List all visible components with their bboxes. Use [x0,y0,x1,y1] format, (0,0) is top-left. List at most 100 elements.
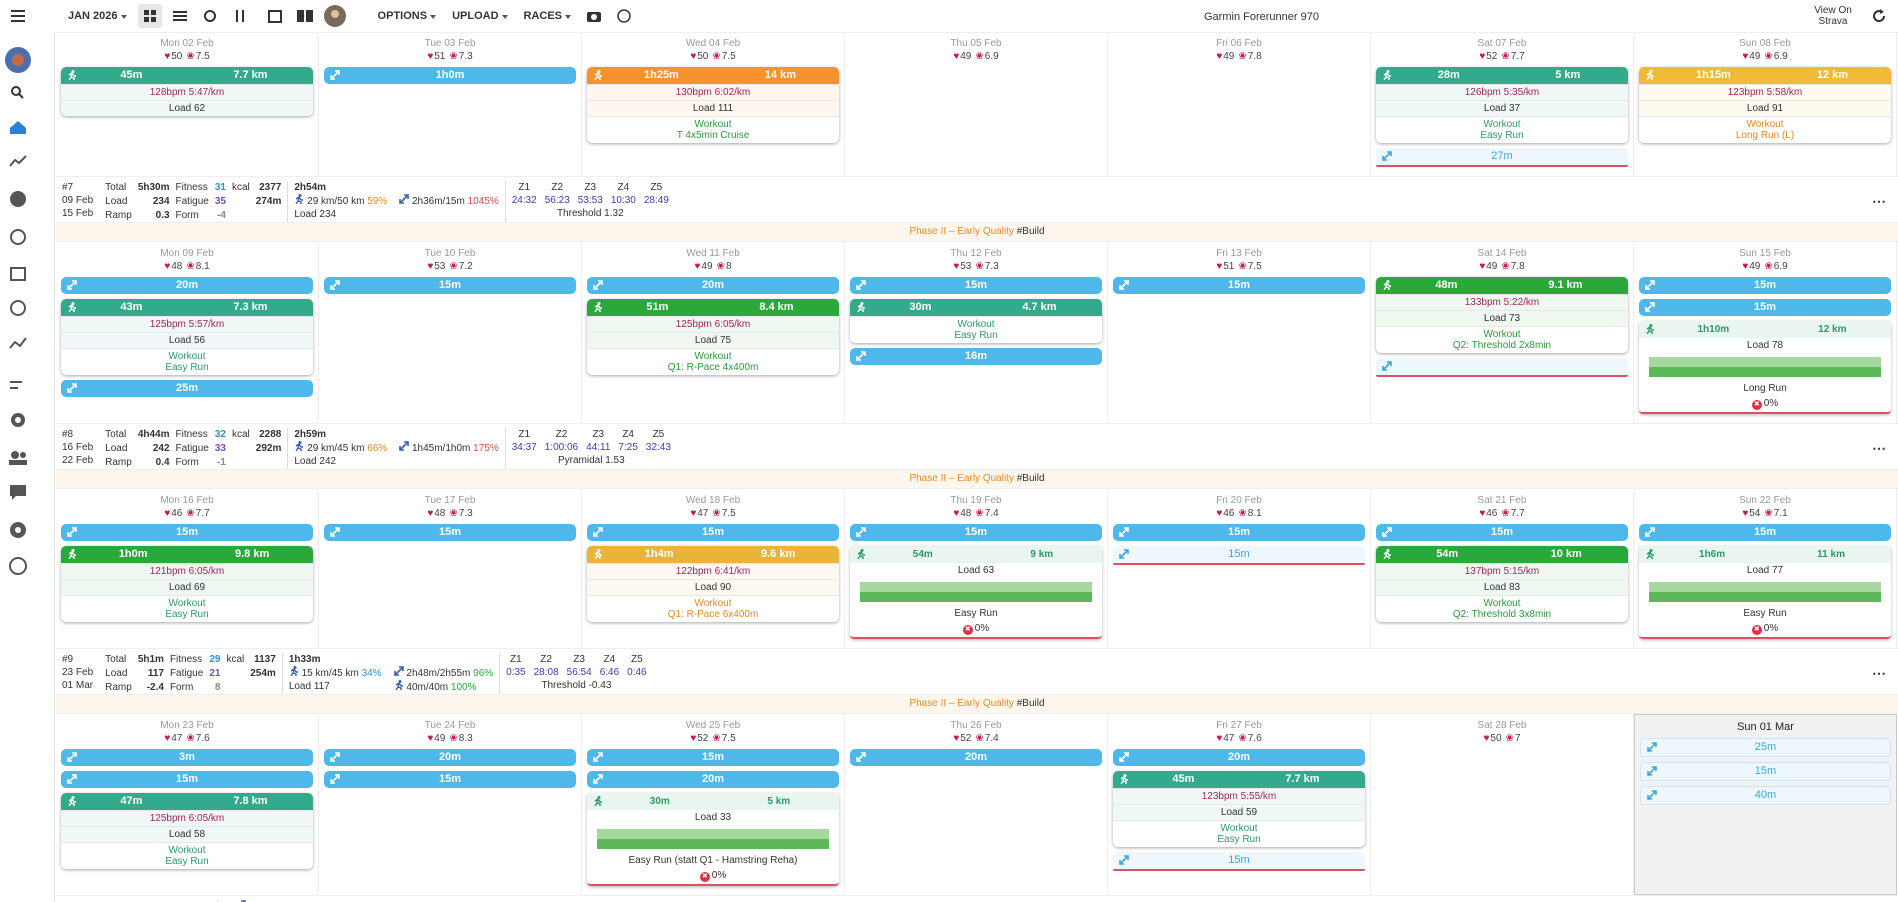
planned-activity[interactable]: 27m [1376,148,1628,167]
planned-activity[interactable]: 15m [1113,546,1365,565]
activity-bar[interactable]: 20m [324,749,576,766]
notes[interactable] [293,4,317,28]
run-card[interactable]: 1h15m 12 km 123bpm 5:58/km Load 91 Workout Lo… [1639,67,1891,143]
planned-activity[interactable]: 25m [1640,738,1891,757]
run-card[interactable]: 1h0m 9.8 km 121bpm 6:05/km Load 69 Workout Ea… [61,546,313,622]
run-card[interactable]: 1h4m 9.6 km 122bpm 6:41/km Load 90 Workout Q1… [587,546,839,622]
activity-bar[interactable]: 15m [1113,277,1365,294]
day-cell[interactable]: Fri 20 Feb 468.1 15m 15m [1108,489,1371,648]
duration: 1h6m [1699,549,1726,560]
activity-bar[interactable]: 3m [61,749,313,766]
day-cell[interactable]: Sun 01 Mar 25m 15m 40m [1634,714,1897,895]
day-cell[interactable]: Mon 23 Feb 477.6 3m 15m 47m 7.8 km 125bpm 6:05… [56,714,319,895]
planned-card[interactable]: 54m 9 km Load 63 Easy Run 0% [850,546,1102,639]
day-cell[interactable]: Sat 21 Feb 467.7 15m 54m 10 km 137bpm 5:15/km… [1371,489,1634,648]
run-card[interactable]: 43m 7.3 km 125bpm 5:57/km Load 56 Workout Eas… [61,299,313,375]
month-picker[interactable]: JAN 2026 [68,10,127,22]
day-cell[interactable]: Sun 22 Feb 547.1 15m 1h6m 11 km Load 77 Easy R… [1634,489,1897,648]
avatar[interactable] [323,4,347,28]
run-card[interactable]: 45m 7.7 km 128bpm 5:47/km Load 62 [61,67,313,116]
day-cell[interactable]: Sun 15 Feb 496.9 15m 15m 1h10m 12 km Load 78 Lo… [1634,242,1897,423]
day-cell[interactable]: Sat 28 Feb 507 [1371,714,1634,895]
day-cell[interactable]: Thu 19 Feb 487.4 15m 54m 9 km Load 63 Easy Run… [845,489,1108,648]
menu[interactable]: OPTIONS [378,10,437,22]
day-cell[interactable]: Wed 18 Feb 477.5 15m 1h4m 9.6 km 122bpm 6:41/… [582,489,845,648]
more-menu[interactable]: ⋯ [1872,193,1886,209]
activity-bar[interactable]: 15m [587,749,839,766]
day-cell[interactable]: Fri 27 Feb 477.6 20m 45m 7.7 km 123bpm 5:55/k… [1108,714,1371,895]
activity-bar[interactable]: 15m [587,524,839,541]
run-card[interactable]: 1h25m 14 km 130bpm 6:02/km Load 111 Workout T… [587,67,839,143]
day-cell[interactable]: Sat 07 Feb 527.7 28m 5 km 126bpm 5:35/kmLoad… [1371,32,1634,176]
day-cell[interactable]: Wed 04 Feb 507.5 1h25m 14 km 130bpm 6:02/kmL… [582,32,845,176]
activity-bar[interactable]: 15m [1639,524,1891,541]
target-view[interactable] [198,4,222,28]
activity-bar[interactable]: 15m [850,277,1102,294]
activity-bar[interactable]: 15m [324,524,576,541]
activity-bar[interactable]: 15m [1639,299,1891,316]
run-card[interactable]: 51m 8.4 km 125bpm 6:05/km Load 75 Workout Q1:… [587,299,839,375]
stat-value: -4 [217,209,226,221]
sort-view[interactable] [228,4,252,28]
run-card[interactable]: 28m 5 km 126bpm 5:35/km Load 37 Workout Easy … [1376,67,1628,143]
day-cell[interactable]: Wed 11 Feb 498 20m 51m 8.4 km 125bpm 6:05/kmL… [582,242,845,423]
more-menu[interactable]: ⋯ [1872,440,1886,456]
activity-bar[interactable]: 20m [587,277,839,294]
planned-card[interactable]: 30m 5 km Load 33 Easy Run (statt Q1 - Hamst… [587,793,839,886]
run-card[interactable]: 54m 10 km 137bpm 5:15/km Load 83 Workout Q2: … [1376,546,1628,622]
camera[interactable] [582,4,606,28]
planned-card[interactable]: 1h10m 12 km Load 78 Long Run 0% [1639,321,1891,414]
day-cell[interactable]: Fri 13 Feb 517.5 15m [1108,242,1371,423]
day-cell[interactable]: Thu 05 Feb 496.9 [845,32,1108,176]
day-cell[interactable]: Tue 24 Feb 498.3 20m 15m [319,714,582,895]
activity-bar[interactable]: 15m [1639,277,1891,294]
day-cell[interactable]: Mon 02 Feb 507.5 45m 7.7 km 128bpm 5:47/kmLo… [56,32,319,176]
day-cell[interactable]: Fri 06 Feb 497.8 [1108,32,1371,176]
activity-bar[interactable]: 15m [61,771,313,788]
day-cell[interactable]: Mon 16 Feb 467.7 15m 1h0m 9.8 km 121bpm 6:05/… [56,489,319,648]
planned-activity[interactable]: 15m [1640,762,1891,781]
strava-link[interactable]: View On Strava [1814,5,1852,27]
day-cell[interactable]: Tue 17 Feb 487.3 15m [319,489,582,648]
calendar-add[interactable] [263,4,287,28]
activity-bar[interactable]: 15m [1113,524,1365,541]
grid-view[interactable] [137,4,162,28]
menu[interactable]: RACES [524,10,572,22]
run-card[interactable]: 45m 7.7 km 123bpm 5:55/km Load 59 Workout Eas… [1113,771,1365,847]
planned-activity[interactable]: 40m [1640,786,1891,805]
activity-bar[interactable]: 16m [850,348,1102,365]
run-card[interactable]: 30m 4.7 km Workout Easy Run [850,299,1102,343]
activity-bar[interactable]: 15m [850,524,1102,541]
planned-activity[interactable]: 15m [1113,852,1365,871]
more-menu[interactable]: ⋯ [1872,665,1886,681]
activity-bar[interactable]: 15m [324,277,576,294]
refresh[interactable] [1872,9,1886,23]
day-cell[interactable]: Wed 25 Feb 527.5 15m 20m 30m 5 km Load 33 Easy … [582,714,845,895]
day-cell[interactable]: Tue 03 Feb 517.3 1h0m [319,32,582,176]
resting-hr: 53 [427,261,445,272]
activity-bar[interactable]: 15m [61,524,313,541]
day-cell[interactable]: Thu 26 Feb 527.4 20m [845,714,1108,895]
activity-bar[interactable]: 20m [61,277,313,294]
activity-bar[interactable]: 20m [1113,749,1365,766]
day-cell[interactable]: Tue 10 Feb 537.2 15m [319,242,582,423]
activity-bar[interactable]: 20m [850,749,1102,766]
activity-bar[interactable]: 15m [324,771,576,788]
activity-bar[interactable]: 15m [1376,524,1628,541]
help[interactable] [612,4,636,28]
day-cell[interactable]: Mon 09 Feb 488.1 20m 43m 7.3 km 125bpm 5:57/k… [56,242,319,423]
planned-card[interactable]: 1h6m 11 km Load 77 Easy Run 0% [1639,546,1891,639]
planned-activity[interactable] [1376,358,1628,377]
day-cell[interactable]: Sat 14 Feb 497.8 48m 9.1 km 133bpm 5:22/kmLo… [1371,242,1634,423]
list-view[interactable] [168,4,192,28]
hrv: 7.6 [182,733,209,744]
activity-bar[interactable]: 1h0m [324,67,576,84]
run-card[interactable]: 47m 7.8 km 125bpm 6:05/km Load 58 Workout Eas… [61,793,313,869]
activity-bar[interactable]: 25m [61,380,313,397]
activity-bar[interactable]: 20m [587,771,839,788]
run-card[interactable]: 48m 9.1 km 133bpm 5:22/km Load 73 Workout Q2:… [1376,277,1628,353]
menu[interactable]: UPLOAD [452,10,507,22]
wellness: 477.5 [584,508,842,519]
